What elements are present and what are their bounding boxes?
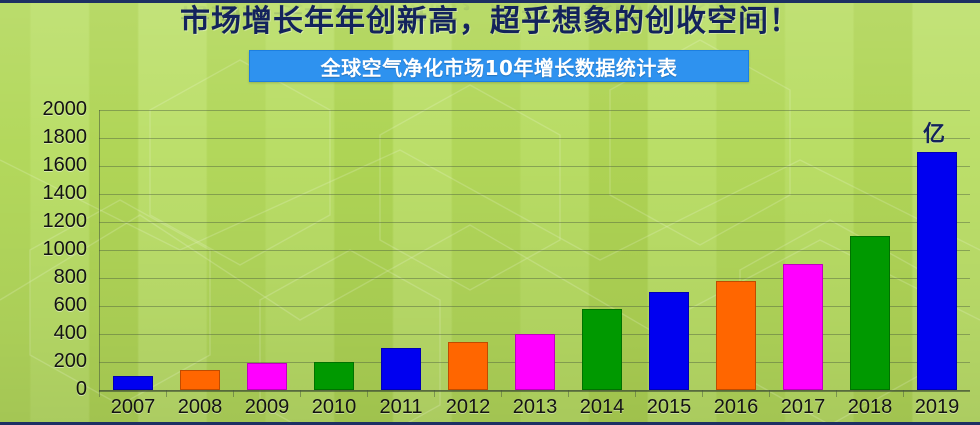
x-axis-label-2008: 2008: [177, 396, 223, 418]
bar-2007: [113, 376, 153, 390]
bar-2013: [515, 334, 555, 390]
x-axis-label-2015: 2015: [646, 396, 692, 418]
y-axis-tick-label: 800: [53, 266, 87, 288]
x-axis-label-2018: 2018: [847, 396, 893, 418]
gridline: [99, 278, 970, 279]
bar-2009: [247, 363, 287, 390]
x-axis-label-2012: 2012: [445, 396, 491, 418]
y-axis-line: [99, 110, 100, 392]
x-axis-tick: [836, 390, 837, 397]
gridline: [99, 194, 970, 195]
bar-2011: [381, 348, 421, 390]
top-border: [0, 0, 980, 3]
x-axis-tick: [300, 390, 301, 397]
y-axis-tick-label: 1800: [42, 126, 88, 148]
y-axis-tick-label: 600: [53, 294, 87, 316]
x-axis-label-2007: 2007: [110, 396, 156, 418]
gridline: [99, 222, 970, 223]
gridline: [99, 166, 970, 167]
bar-2018: [850, 236, 890, 390]
bar-2010: [314, 362, 354, 390]
x-axis-label-2011: 2011: [379, 396, 423, 418]
subtitle-banner: 全球空气净化市场10年增长数据统计表: [249, 50, 749, 82]
x-axis-tick: [166, 390, 167, 397]
y-axis-tick-label: 2000: [42, 98, 88, 120]
x-axis-tick: [99, 390, 100, 397]
x-axis-tick: [568, 390, 569, 397]
x-axis-label-2019: 2019: [914, 396, 960, 418]
bar-2017: [783, 264, 823, 390]
bar-2014: [582, 308, 622, 390]
bar-2015: [649, 292, 689, 390]
x-axis-label-2009: 2009: [244, 396, 290, 418]
y-axis-tick-label: 1200: [42, 210, 88, 232]
subtitle-text: 全球空气净化市场10年增长数据统计表: [320, 55, 678, 80]
x-axis-tick: [769, 390, 770, 397]
x-axis-tick: [501, 390, 502, 397]
x-axis-line: [99, 390, 970, 392]
x-axis-tick: [434, 390, 435, 397]
bar-2019: [917, 152, 957, 390]
x-axis-label-2016: 2016: [713, 396, 759, 418]
bar-2008: [180, 370, 220, 390]
gridline: [99, 250, 970, 251]
bar-2016: [716, 280, 756, 390]
gridline: [99, 306, 970, 307]
y-axis-tick-label: 1600: [42, 154, 88, 176]
unit-label: 亿: [923, 122, 946, 147]
bottom-border: [0, 422, 980, 425]
x-axis-tick: [903, 390, 904, 397]
gridline: [99, 138, 970, 139]
x-axis-tick: [367, 390, 368, 397]
y-axis-tick-label: 1400: [42, 182, 88, 204]
x-axis-label-2017: 2017: [780, 396, 826, 418]
x-axis-tick: [635, 390, 636, 397]
gridline: [99, 110, 970, 111]
page-title: 市场增长年年创新高，超乎想象的创收空间！: [180, 4, 800, 39]
header-section: 市场增长年年创新高，超乎想象的创收空间！ 市场增长年年创新高，超乎想象的创收空间…: [0, 0, 980, 92]
x-axis-label-2013: 2013: [512, 396, 558, 418]
x-axis-tick: [702, 390, 703, 397]
x-axis-label-2010: 2010: [311, 396, 357, 418]
x-axis-tick: [233, 390, 234, 397]
x-axis-label-2014: 2014: [579, 396, 625, 418]
y-axis-tick-label: 1000: [42, 238, 88, 260]
y-axis-tick-label: 200: [53, 350, 87, 372]
y-axis-tick-label: 400: [53, 322, 87, 344]
bar-2012: [448, 342, 488, 390]
y-axis-tick-label: 0: [75, 378, 87, 400]
